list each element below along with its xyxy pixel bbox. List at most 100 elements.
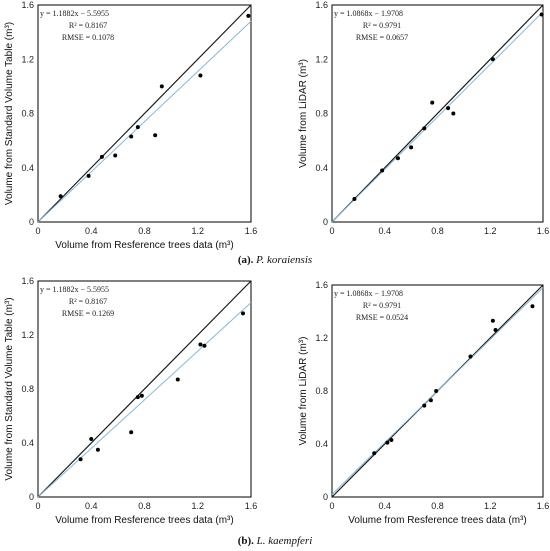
data-point xyxy=(468,354,473,359)
stats-line: RMSE = 0.1269 xyxy=(62,309,114,318)
plot-2: 0 0.4 0.8 1.2 1.6 0 0.4 0.8 1.2 1.6 Volume from Li… xyxy=(298,0,549,236)
data-point xyxy=(58,194,63,199)
stats-line: R² = 0.9791 xyxy=(363,301,401,310)
y-axis-label: Volume from Standard Volume Table (m³) xyxy=(4,297,15,480)
y-tick-label: 1.6 xyxy=(315,0,328,10)
x-tick-label: 0 xyxy=(35,226,40,236)
data-point xyxy=(129,134,134,139)
data-point xyxy=(539,12,544,17)
data-point xyxy=(409,145,414,150)
fit-line xyxy=(37,302,252,498)
y-tick-label: 0.8 xyxy=(315,386,328,396)
data-point xyxy=(430,100,435,105)
x-tick-label: 0.8 xyxy=(138,501,151,511)
x-tick-label: 1.2 xyxy=(484,501,497,511)
data-point xyxy=(99,154,104,159)
plot-3: 0 0.4 0.8 1.2 1.6 0 0.4 0.8 1.2 1.6 Volume from Re… xyxy=(4,276,257,526)
plot-frame xyxy=(331,284,544,498)
data-point xyxy=(78,457,83,462)
x-tick-label: 1.2 xyxy=(191,226,204,236)
stats-line: RMSE = 0.0657 xyxy=(356,33,408,42)
data-point xyxy=(113,153,118,158)
data-point xyxy=(198,342,203,347)
y-tick-label: 0 xyxy=(323,217,328,227)
x-tick-label: 0.8 xyxy=(431,226,444,236)
y-tick-label: 0.4 xyxy=(21,438,34,448)
y-tick-label: 1.2 xyxy=(315,54,328,64)
caption-b-species: L. kaempferi xyxy=(256,535,313,547)
data-point xyxy=(493,328,498,333)
x-tick-label: 0.4 xyxy=(85,226,98,236)
y-tick-label: 1.6 xyxy=(315,280,328,290)
x-tick-label: 0 xyxy=(35,501,40,511)
stats-box xyxy=(39,282,131,320)
plot-4: 0 0.4 0.8 1.2 1.6 0 0.4 0.8 1.2 1.6 Volume from Re… xyxy=(298,280,549,526)
data-point xyxy=(198,73,203,78)
plot-frame xyxy=(331,4,544,223)
data-point xyxy=(490,57,495,62)
y-tick-label: 0.8 xyxy=(21,109,34,119)
stats-line: y = 1.1882x − 5.5955 xyxy=(40,9,109,18)
x-tick-label: 1.6 xyxy=(245,226,258,236)
x-tick-label: 1.6 xyxy=(245,501,258,511)
y-tick-label: 0 xyxy=(323,492,328,502)
stats-line: y = 1.0868x − 1.9708 xyxy=(334,9,403,18)
one-to-one-line xyxy=(37,4,252,223)
data-point xyxy=(389,438,394,443)
fit-line xyxy=(37,20,252,223)
plot-frame xyxy=(37,280,252,498)
data-point xyxy=(89,436,94,441)
x-tick-label: 0 xyxy=(329,226,334,236)
stats-line: R² = 0.9791 xyxy=(363,21,401,30)
y-tick-label: 0.4 xyxy=(315,163,328,173)
x-tick-label: 0.8 xyxy=(431,501,444,511)
stats-line: R² = 0.8167 xyxy=(69,297,107,306)
data-point xyxy=(135,125,140,130)
stats-line: y = 1.0868x − 1.9708 xyxy=(334,289,403,298)
one-to-one-line xyxy=(37,280,252,498)
y-tick-label: 0 xyxy=(29,217,34,227)
data-point xyxy=(446,106,451,111)
stats-line: R² = 0.8167 xyxy=(69,21,107,30)
data-point xyxy=(395,156,400,161)
caption-a-label: (a). xyxy=(237,254,254,266)
data-point xyxy=(95,447,100,452)
data-point xyxy=(139,393,144,398)
stats-box xyxy=(333,286,425,324)
x-tick-label: 1.2 xyxy=(191,501,204,511)
data-point xyxy=(422,126,427,131)
stats-line: RMSE = 0.0524 xyxy=(356,313,408,322)
y-tick-label: 1.2 xyxy=(315,333,328,343)
data-point xyxy=(451,111,456,116)
y-tick-label: 0.8 xyxy=(21,384,34,394)
data-point xyxy=(372,451,377,456)
data-point xyxy=(135,395,140,400)
x-tick-label: 1.2 xyxy=(484,226,497,236)
data-point xyxy=(153,133,158,138)
y-tick-label: 1.6 xyxy=(21,0,34,10)
x-axis-label: Volume from Resference trees data (m³) xyxy=(55,240,233,251)
x-axis-label: Volume from Resference trees data (m³) xyxy=(348,515,526,526)
one-to-one-line xyxy=(331,4,544,223)
x-tick-label: 0.4 xyxy=(378,226,391,236)
y-tick-label: 0.8 xyxy=(315,109,328,119)
y-tick-label: 1.2 xyxy=(21,54,34,64)
x-tick-label: 0.8 xyxy=(138,226,151,236)
data-point xyxy=(422,403,427,408)
x-tick-label: 0.4 xyxy=(378,501,391,511)
data-point xyxy=(246,13,251,18)
y-tick-label: 1.6 xyxy=(21,276,34,286)
data-point xyxy=(86,173,91,178)
data-point xyxy=(175,377,180,382)
data-point xyxy=(159,84,164,89)
x-tick-label: 0.4 xyxy=(85,501,98,511)
data-point xyxy=(530,304,535,309)
data-point xyxy=(129,430,134,435)
fit-line xyxy=(331,11,544,223)
y-axis-label: Volume from LiDAR (m³) xyxy=(298,337,309,446)
data-point xyxy=(385,440,390,445)
data-point xyxy=(434,389,439,393)
caption-b-label: (b). xyxy=(237,535,254,547)
x-tick-label: 1.6 xyxy=(537,501,550,511)
y-tick-label: 0.4 xyxy=(315,439,328,449)
